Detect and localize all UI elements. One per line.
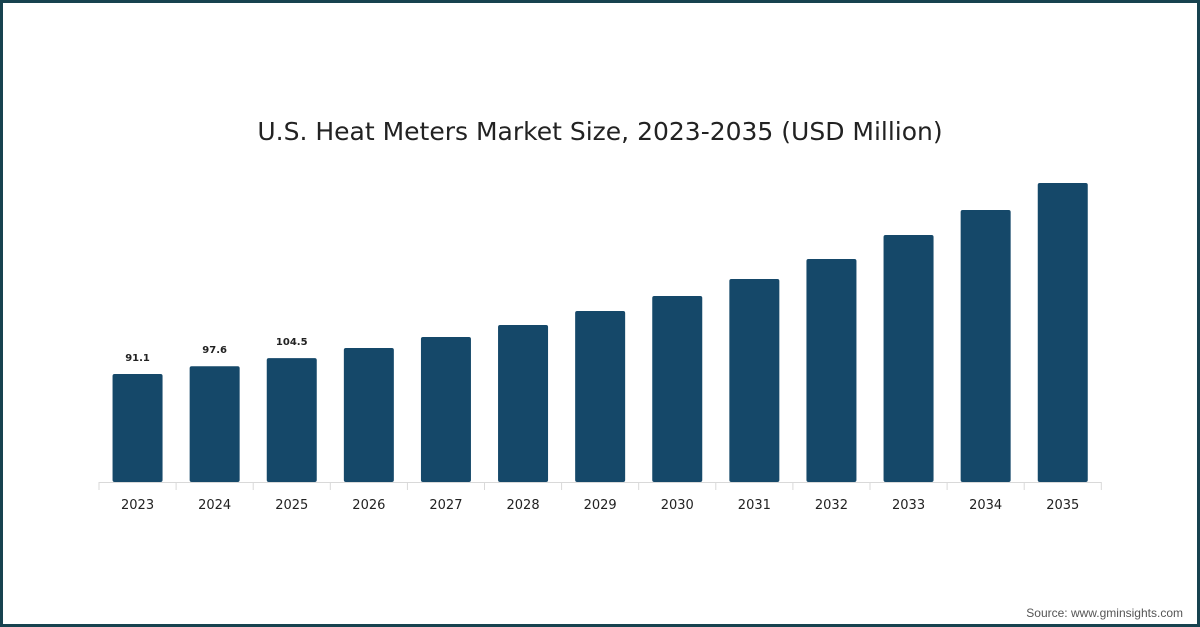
bar-2028 [498, 324, 549, 482]
bar-2034 [960, 210, 1011, 482]
bar-2026 [343, 347, 394, 482]
x-tick-label: 2034 [969, 498, 1002, 513]
x-tick-label: 2031 [738, 498, 771, 513]
bar-2025 [266, 358, 317, 482]
x-tick-label: 2027 [429, 498, 462, 513]
x-tick-label: 2033 [892, 498, 925, 513]
bar-2035 [1037, 183, 1088, 482]
bar-2031 [729, 278, 780, 482]
x-tick-label: 2024 [198, 498, 231, 513]
bar-2030 [652, 296, 703, 482]
bar-2032 [806, 259, 857, 482]
chart-title: U.S. Heat Meters Market Size, 2023-2035 … [257, 117, 943, 146]
x-tick-label: 2028 [507, 498, 540, 513]
x-tick-label: 2032 [815, 498, 848, 513]
bar-2033 [883, 234, 934, 482]
x-tick-label: 2023 [121, 498, 154, 513]
data-label: 97.6 [202, 345, 227, 356]
x-tick-label: 2029 [584, 498, 617, 513]
bar-2024 [189, 366, 240, 482]
x-tick-label: 2035 [1046, 498, 1079, 513]
bar-2029 [575, 310, 626, 482]
data-label: 91.1 [125, 353, 150, 364]
x-tick-label: 2026 [352, 498, 385, 513]
bar-2023 [112, 373, 163, 482]
data-label: 104.5 [276, 337, 308, 348]
source-note: Source: www.gminsights.com [1026, 606, 1183, 620]
x-tick-label: 2025 [275, 498, 308, 513]
bar-2027 [420, 336, 471, 482]
x-tick-label: 2030 [661, 498, 694, 513]
